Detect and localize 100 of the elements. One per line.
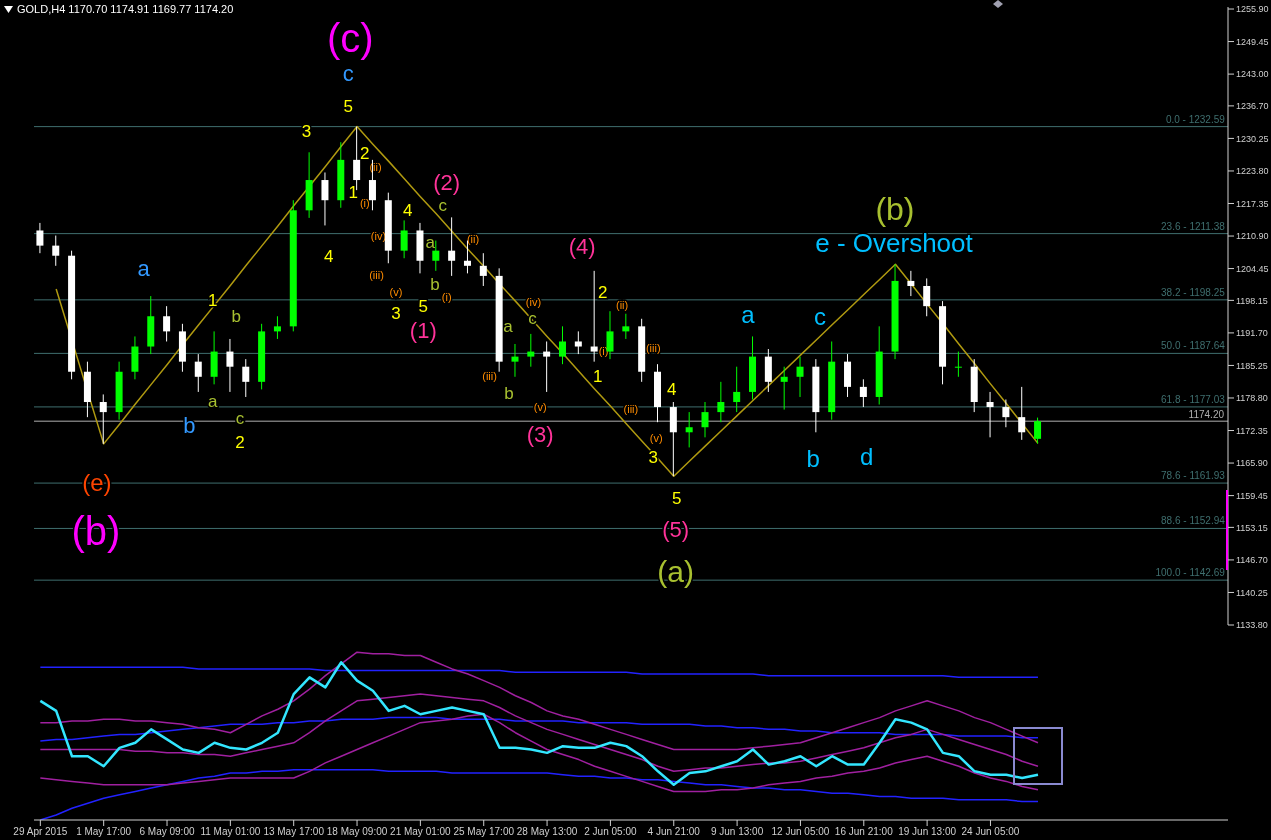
annotation: 4 — [667, 380, 677, 400]
annotation: (ii) — [466, 233, 480, 246]
candlestick — [606, 310, 614, 360]
annotation: 88.6 - 1152.94 — [1161, 515, 1226, 527]
candlestick — [1018, 386, 1026, 441]
y-tick-label: 1159.45 — [1236, 490, 1268, 501]
y-tick-label: 1191.70 — [1236, 328, 1268, 339]
annotation: (i) — [598, 345, 609, 358]
candlestick — [543, 340, 551, 393]
annotation: 100.0 - 1142.69 — [1155, 567, 1226, 579]
candlestick — [1034, 417, 1042, 445]
annotation: a — [425, 232, 436, 252]
annotation: 50.0 - 1187.64 — [1161, 340, 1226, 352]
chart-title: GOLD,H4 1170.70 1174.91 1169.77 1174.20 — [17, 3, 234, 15]
candlestick — [163, 305, 171, 342]
annotation: 2 — [597, 282, 608, 302]
annotation: (v) — [389, 286, 403, 299]
candlestick — [400, 219, 408, 259]
y-tick-label: 1153.15 — [1236, 522, 1268, 533]
ref-line-label: 1174.20 — [1188, 409, 1225, 421]
candlestick — [226, 338, 234, 393]
y-tick-label: 1198.15 — [1236, 295, 1268, 306]
annotation: (iv) — [370, 230, 387, 243]
x-tick-label: 13 May 17:00 — [263, 826, 325, 838]
annotation: 3 — [391, 303, 401, 323]
x-tick-label: 19 Jun 13:00 — [898, 826, 957, 838]
y-tick-label: 1185.25 — [1236, 360, 1268, 371]
candlestick — [448, 216, 456, 277]
annotation: 3 — [301, 121, 312, 141]
y-tick-label: 1217.35 — [1236, 198, 1269, 209]
annotation: (i) — [359, 197, 370, 210]
candlestick — [622, 313, 630, 340]
candlestick — [859, 378, 867, 408]
annotation: 23.6 - 1211.38 — [1161, 220, 1226, 232]
x-tick-label: 11 May 01:00 — [200, 826, 261, 838]
annotation: (2) — [433, 170, 461, 196]
candlestick — [685, 411, 693, 448]
annotation: b — [504, 384, 514, 404]
candlestick — [479, 252, 487, 287]
y-tick-label: 1243.00 — [1236, 69, 1269, 80]
y-tick-label: 1249.45 — [1236, 36, 1269, 47]
annotation: (iv) — [525, 296, 542, 309]
x-tick-label: 12 Jun 05:00 — [771, 826, 830, 838]
annotation: a — [137, 255, 151, 281]
candlestick — [558, 325, 566, 365]
candlestick — [907, 270, 915, 297]
annotation: (1) — [409, 317, 437, 343]
annotation: 1 — [208, 290, 218, 310]
annotation: c — [813, 303, 826, 331]
annotation: c — [438, 195, 448, 215]
annotation: (c) — [326, 15, 374, 60]
y-tick-label: 1223.80 — [1236, 166, 1269, 177]
annotation: (5) — [662, 516, 690, 542]
y-tick-label: 1230.25 — [1236, 133, 1269, 144]
annotation: a — [208, 391, 219, 411]
annotation: 38.2 - 1198.25 — [1161, 286, 1226, 298]
y-tick-label: 1204.45 — [1236, 263, 1269, 274]
candlestick — [511, 343, 519, 378]
candlestick — [36, 222, 44, 254]
annotation: (a) — [657, 555, 695, 589]
x-tick-label: 1 May 17:00 — [76, 826, 132, 838]
annotation: (4) — [568, 234, 596, 260]
candlestick — [733, 366, 741, 413]
x-tick-label: 25 May 17:00 — [453, 826, 515, 838]
y-tick-label: 1140.25 — [1236, 587, 1268, 598]
annotation: 0.0 - 1232.59 — [1165, 113, 1226, 125]
candlestick — [99, 393, 107, 445]
candlestick — [780, 366, 788, 411]
annotation: (v) — [533, 401, 547, 414]
x-tick-label: 2 Jun 05:00 — [584, 826, 637, 838]
candlestick — [574, 330, 582, 355]
x-tick-label: 28 May 13:00 — [516, 826, 578, 838]
x-tick-label: 4 Jun 21:00 — [647, 826, 701, 838]
annotation: (b) — [71, 508, 121, 553]
annotation: 4 — [324, 246, 334, 266]
annotation: 5 — [418, 296, 429, 316]
candlestick — [52, 235, 60, 267]
annotation: (iii) — [482, 369, 497, 382]
annotation: b — [183, 412, 196, 438]
annotation: 1 — [348, 182, 358, 202]
annotation: (iii) — [645, 342, 661, 355]
annotation: (b) — [875, 191, 915, 228]
x-tick-label: 21 May 01:00 — [390, 826, 452, 838]
annotation: c — [342, 61, 354, 87]
annotation: d — [860, 442, 874, 470]
annotation: b — [231, 306, 241, 326]
annotation: 2 — [235, 433, 245, 453]
x-tick-label: 6 May 09:00 — [139, 826, 195, 838]
candlestick — [273, 315, 281, 340]
y-tick-label: 1165.90 — [1236, 458, 1268, 469]
y-tick-label: 1210.90 — [1236, 231, 1269, 242]
y-tick-label: 1255.90 — [1236, 4, 1269, 15]
annotation: 4 — [402, 200, 413, 220]
annotation: 1 — [593, 367, 603, 387]
candlestick — [590, 270, 598, 363]
annotation: 5 — [671, 489, 682, 509]
candlestick — [923, 277, 931, 317]
annotation: (iii) — [623, 403, 639, 416]
annotation: (3) — [526, 421, 554, 447]
annotation: 5 — [343, 97, 354, 117]
